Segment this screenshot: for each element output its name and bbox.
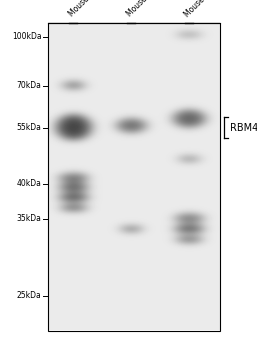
Text: Mouse kidney: Mouse kidney [182, 0, 226, 19]
Text: 55kDa: 55kDa [17, 123, 42, 132]
Text: RBM45: RBM45 [230, 123, 257, 133]
Text: Mouse brain: Mouse brain [67, 0, 107, 19]
Bar [48, 23, 220, 331]
Text: 40kDa: 40kDa [17, 179, 42, 188]
Text: 35kDa: 35kDa [17, 214, 42, 223]
Text: Mouse heart: Mouse heart [125, 0, 165, 19]
Text: 100kDa: 100kDa [12, 32, 42, 41]
Text: 25kDa: 25kDa [17, 291, 42, 300]
Text: 70kDa: 70kDa [17, 81, 42, 90]
